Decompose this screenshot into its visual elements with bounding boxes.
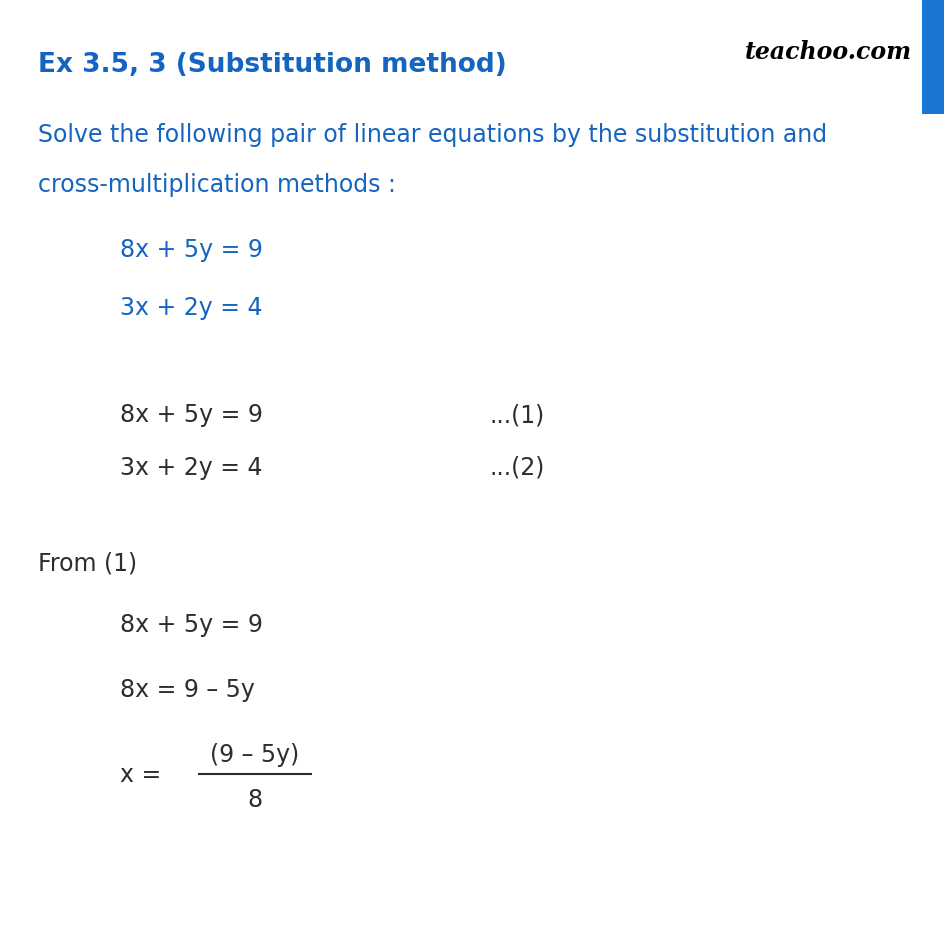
- Text: 8x = 9 – 5y: 8x = 9 – 5y: [120, 677, 255, 701]
- Text: x =: x =: [120, 762, 161, 786]
- Bar: [921, 0, 944, 115]
- Text: 8x + 5y = 9: 8x + 5y = 9: [120, 613, 262, 636]
- Text: Ex 3.5, 3 (Substitution method): Ex 3.5, 3 (Substitution method): [38, 52, 506, 78]
- Text: ...(1): ...(1): [490, 402, 545, 427]
- Text: teachoo.com: teachoo.com: [744, 40, 911, 64]
- Text: 8: 8: [247, 787, 262, 811]
- Text: 8x + 5y = 9: 8x + 5y = 9: [120, 402, 262, 427]
- Text: 8x + 5y = 9: 8x + 5y = 9: [120, 238, 262, 261]
- Text: ...(2): ...(2): [490, 456, 545, 480]
- Text: Solve the following pair of linear equations by the substitution and: Solve the following pair of linear equat…: [38, 123, 826, 147]
- Text: (9 – 5y): (9 – 5y): [211, 742, 299, 767]
- Text: 3x + 2y = 4: 3x + 2y = 4: [120, 295, 262, 320]
- Text: cross-multiplication methods :: cross-multiplication methods :: [38, 173, 396, 196]
- Text: From (1): From (1): [38, 550, 137, 574]
- Text: 3x + 2y = 4: 3x + 2y = 4: [120, 456, 262, 480]
